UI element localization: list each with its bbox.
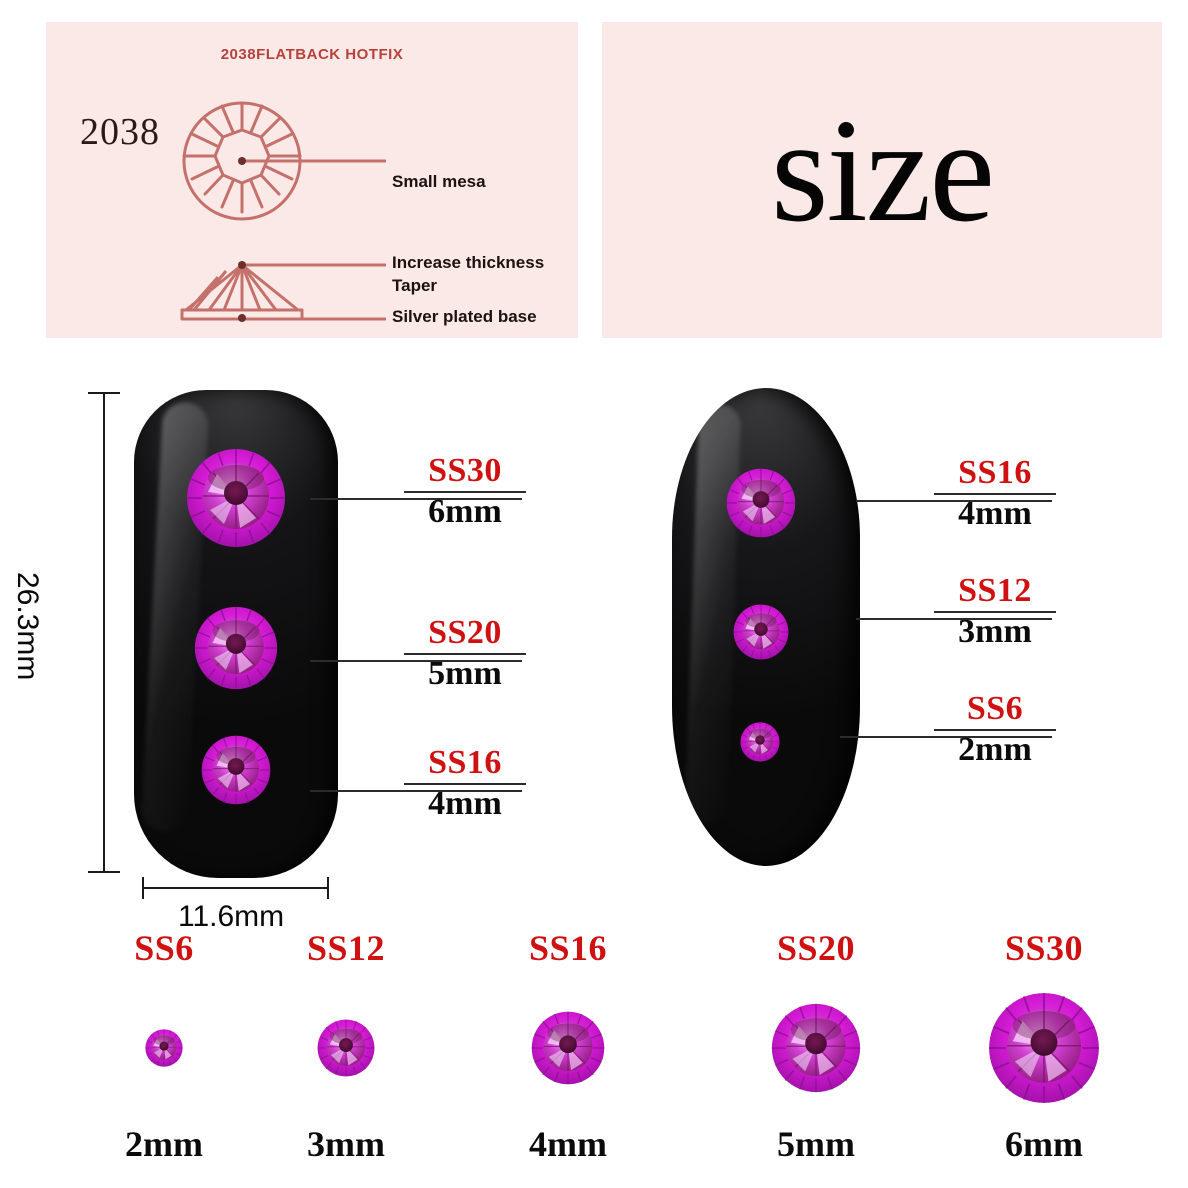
legend-ss16-code: SS16 [528,928,608,968]
label-ss20-mm: 5mm [428,654,502,692]
legend-item-ss12: SS12 3mm [256,930,436,1162]
label-rule [934,728,1056,731]
size-banner-panel [602,22,1162,338]
label-ss20: SS20 5mm [404,614,526,692]
legend-item-ss16: SS16 4mm [478,930,658,1162]
legend-ss30-code: SS30 [1004,928,1084,968]
legend-ss6-stone [74,988,254,1108]
label-ss16-right-mm: 4mm [958,494,1032,532]
leader-line-ss16-right [856,500,1052,502]
label-ss16-right: SS16 4mm [934,454,1056,532]
legend-item-ss20: SS20 5mm [726,930,906,1162]
dimension-height-value: 26.3mm [11,572,44,681]
label-rule [404,652,526,655]
legend-ss30-stone [954,988,1134,1108]
product-code-2038: 2038 [80,111,160,153]
dimension-line-vertical [103,393,105,873]
legend-ss6-code: SS6 [134,928,194,968]
dimension-line-horizontal [143,887,329,889]
annotation-small-mesa: Small mesa [392,172,486,191]
hotfix-title: 2038FLATBACK HOTFIX [220,46,404,63]
dot-small-mesa [238,157,246,165]
label-ss12-mm: 3mm [958,612,1032,650]
label-ss30: SS30 6mm [404,452,526,530]
legend-item-ss6: SS6 2mm [74,930,254,1162]
rhinestone-ss30-on-nail [186,448,286,548]
legend-ss20-mm: 5mm [777,1124,855,1164]
legend-ss12-stone [256,988,436,1108]
label-ss6: SS6 2mm [934,690,1056,768]
label-ss30-code: SS30 [428,452,502,489]
leader-line-ss12 [856,618,1052,620]
legend-ss30-mm: 6mm [1005,1124,1083,1164]
size-legend-row: SS6 2mm SS12 3mm SS16 4mm SS20 [0,930,1188,1188]
legend-ss12-code: SS12 [306,928,386,968]
dimension-cap-bottom [88,871,120,873]
label-ss16-left-mm: 4mm [428,784,502,822]
flatback-diagram-panel: 2038FLATBACK HOTFIX 2038 [46,22,578,338]
label-ss6-code: SS6 [966,690,1024,727]
label-ss16-left: SS16 4mm [404,744,526,822]
legend-ss12-mm: 3mm [307,1124,385,1164]
annotation-increase-thickness: Increase thickness [392,253,545,272]
flatback-schematic-svg [180,101,386,322]
nail-swatch-right [672,388,860,866]
label-ss16-left-code: SS16 [428,744,502,781]
label-ss30-mm: 6mm [428,492,502,530]
size-heading: size [770,89,995,253]
legend-item-ss30: SS30 6mm [954,930,1134,1162]
legend-ss16-mm: 4mm [529,1124,607,1164]
legend-ss6-mm: 2mm [125,1124,203,1164]
label-ss16-right-code: SS16 [958,454,1032,491]
leader-line-ss30 [310,498,522,500]
dimension-cap-right [327,877,329,899]
legend-ss20-stone [726,988,906,1108]
rhinestone-ss6-on-nail [740,722,780,762]
label-rule [404,782,526,785]
rhinestone-ss20-on-nail [194,606,278,690]
label-rule [934,492,1056,495]
dot-increase-thickness [238,261,246,269]
header-panels: 2038FLATBACK HOTFIX 2038 [0,0,1188,360]
legend-ss20-code: SS20 [776,928,856,968]
leader-line-ss16-left [310,790,522,792]
leader-line-ss6 [840,736,1052,738]
leader-line-ss20 [310,660,522,662]
rhinestone-ss16-on-nail-right [726,468,796,538]
label-ss12-code: SS12 [958,572,1032,609]
annotation-taper: Taper [392,276,438,295]
label-rule [934,610,1056,613]
dimension-cap-top [88,392,120,394]
label-ss6-mm: 2mm [958,730,1032,768]
nail-swatch-left [134,390,338,878]
legend-ss16-stone [478,988,658,1108]
label-ss20-code: SS20 [428,614,502,651]
label-rule [404,490,526,493]
dot-silver-base [238,314,246,322]
annotation-silver-plated-base: Silver plated base [392,307,537,326]
dimension-width-value: 11.6mm [178,900,285,933]
dimension-cap-left [142,877,144,899]
rhinestone-ss12-on-nail [733,604,789,660]
rhinestone-ss16-on-nail [201,735,271,805]
label-ss12: SS12 3mm [934,572,1056,650]
